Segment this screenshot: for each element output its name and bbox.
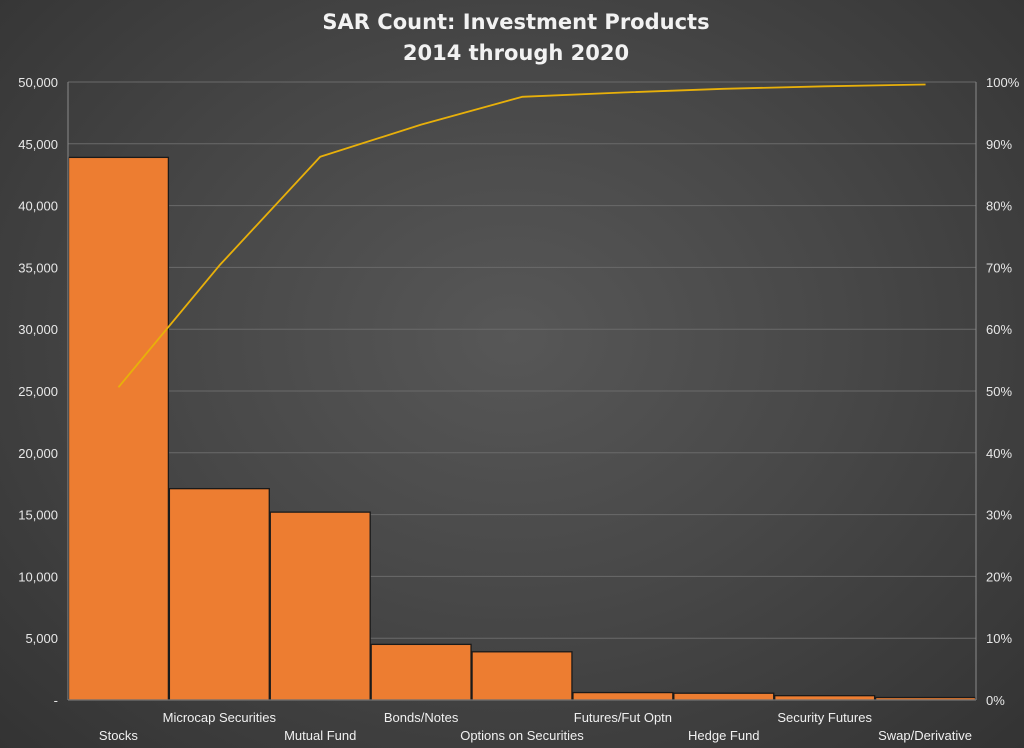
cumulative-percent-line: [117, 83, 926, 388]
bars: [67, 156, 977, 701]
y-left-tick-label: 10,000: [18, 569, 58, 584]
chart-title: SAR Count: Investment Products: [322, 10, 709, 34]
bar: [67, 156, 170, 701]
bar: [269, 511, 371, 701]
bar: [471, 651, 573, 701]
y-left-tick-label: 25,000: [18, 384, 58, 399]
y-left-tick-label: 45,000: [18, 137, 58, 152]
x-category-label: Microcap Securities: [163, 710, 277, 725]
y-right-tick-label: 10%: [986, 631, 1012, 646]
y-left-tick-label: -: [54, 693, 58, 708]
y-right-tick-label: 80%: [986, 199, 1012, 214]
x-category-label: Mutual Fund: [284, 728, 356, 743]
bar: [168, 487, 270, 701]
y-right-tick-label: 20%: [986, 569, 1012, 584]
y-right-tick-label: 0%: [986, 693, 1005, 708]
y-left-tick-label: 30,000: [18, 322, 58, 337]
chart-subtitle: 2014 through 2020: [403, 41, 629, 65]
y-right-tick-label: 100%: [986, 75, 1020, 90]
bar: [370, 643, 472, 701]
y-left-tick-label: 15,000: [18, 508, 58, 523]
x-category-label: Swap/Derivative: [878, 728, 972, 743]
x-category-label: Bonds/Notes: [384, 710, 459, 725]
y-right-tick-label: 30%: [986, 508, 1012, 523]
bar: [774, 695, 876, 701]
x-category-label: Options on Securities: [460, 728, 584, 743]
x-category-label: Futures/Fut Optn: [574, 710, 672, 725]
x-category-label: Security Futures: [777, 710, 872, 725]
bar: [572, 691, 674, 701]
y-left-tick-label: 35,000: [18, 260, 58, 275]
y-left-tick-label: 50,000: [18, 75, 58, 90]
y-right-tick-label: 40%: [986, 446, 1012, 461]
y-left-tick-label: 5,000: [25, 631, 58, 646]
y-left-tick-label: 40,000: [18, 199, 58, 214]
x-category-label: Stocks: [99, 728, 139, 743]
y-right-tick-label: 60%: [986, 322, 1012, 337]
y-left-tick-label: 20,000: [18, 446, 58, 461]
y-right-tick-label: 70%: [986, 260, 1012, 275]
y-right-tick-label: 50%: [986, 384, 1012, 399]
y-right-tick-label: 90%: [986, 137, 1012, 152]
bar: [673, 692, 775, 701]
axes: - 5,000 10,000 15,000 20,000 25,000 30,000 35,0…: [18, 75, 1019, 743]
x-category-label: Hedge Fund: [688, 728, 760, 743]
cumulative-line: [117, 83, 926, 388]
